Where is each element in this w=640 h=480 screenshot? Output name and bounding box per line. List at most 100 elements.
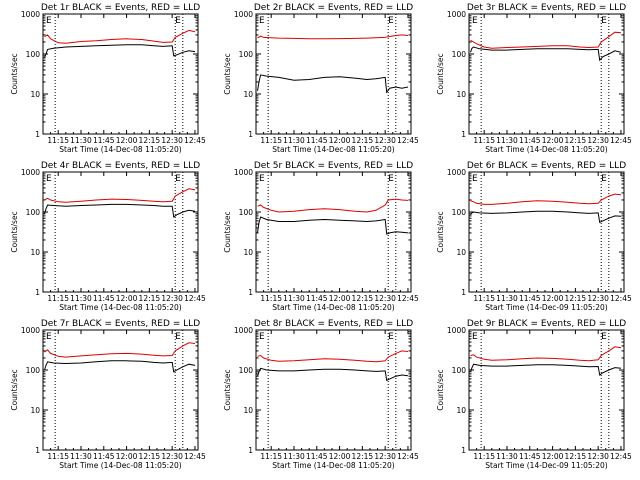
plot-frame (255, 13, 412, 135)
lld-series-line (470, 31, 622, 49)
plot-frame (468, 13, 625, 135)
x-tick-label: 12:15 (565, 136, 587, 145)
x-tick-label: 12:15 (565, 294, 587, 303)
y-tick-label: 100 (239, 366, 254, 375)
panel-title: Det 1r BLACK = Events, RED = LLD (41, 3, 200, 13)
y-tick-label: 10 (30, 90, 40, 99)
lld-series-line (257, 34, 409, 40)
x-tick-label: 12:15 (352, 452, 374, 461)
events-series-line (44, 44, 196, 59)
events-series-line (470, 210, 622, 224)
y-tick-label: 100 (452, 208, 467, 217)
x-tick-label: 12:45 (184, 136, 206, 145)
x-tick-label: 12:15 (565, 452, 587, 461)
x-tick-label: 12:30 (374, 294, 396, 303)
x-tick-label: 12:00 (116, 452, 138, 461)
y-tick-label: 10 (456, 90, 466, 99)
x-tick-label: 11:30 (496, 136, 518, 145)
start-marker-label: E (46, 174, 52, 184)
y-tick-label: 1000 (234, 326, 253, 335)
y-tick-label: 1000 (234, 10, 253, 19)
x-tick-label: 11:30 (70, 294, 92, 303)
start-marker-label: E (259, 174, 265, 184)
plot-frame (42, 13, 199, 135)
lld-series-line (470, 193, 622, 205)
x-tick-label: 12:45 (397, 136, 419, 145)
x-tick-label: 12:15 (139, 294, 161, 303)
lld-series-line (44, 29, 196, 44)
x-tick-label: 12:30 (161, 452, 183, 461)
y-tick-label: 1000 (447, 10, 466, 19)
lld-series-line (257, 350, 409, 363)
y-tick-label: 100 (239, 50, 254, 59)
x-tick-label: 12:45 (397, 294, 419, 303)
x-tick-label: 12:00 (542, 294, 564, 303)
events-series-line (44, 203, 196, 218)
x-axis-label: Start Time (14-Dec-08 11:05:20) (272, 145, 394, 154)
y-tick-label: 10 (243, 406, 253, 415)
x-tick-label: 12:00 (542, 136, 564, 145)
events-series-line (257, 367, 409, 382)
x-tick-label: 12:00 (329, 136, 351, 145)
x-tick-label: 11:30 (283, 136, 305, 145)
y-tick-label: 1 (35, 446, 40, 455)
x-tick-label: 11:15 (260, 452, 282, 461)
y-axis-label: Counts/sec (223, 211, 232, 252)
y-tick-label: 1 (35, 130, 40, 139)
start-marker-label: E (259, 16, 265, 26)
events-series-line (257, 74, 409, 94)
x-tick-label: 12:30 (374, 452, 396, 461)
x-axis-label: Start Time (14-Dec-08 11:05:20) (59, 145, 181, 154)
x-tick-label: 12:00 (116, 294, 138, 303)
events-series-line (44, 360, 196, 373)
x-tick-label: 11:15 (260, 294, 282, 303)
x-axis-label: Start Time (14-Dec-08 11:05:20) (59, 461, 181, 470)
panel-title: Det 6r BLACK = Events, RED = LLD (467, 161, 626, 171)
end-marker-label: E (175, 16, 181, 26)
x-tick-label: 11:30 (70, 136, 92, 145)
x-axis-label: Start Time (14-Dec-08 11:05:20) (272, 461, 394, 470)
y-axis-label: Counts/sec (10, 53, 19, 94)
y-tick-label: 1 (35, 288, 40, 297)
end-marker-label: E (388, 332, 394, 342)
x-tick-label: 12:30 (161, 136, 183, 145)
x-tick-label: 12:00 (329, 294, 351, 303)
y-tick-label: 100 (239, 208, 254, 217)
lld-series-line (257, 198, 409, 213)
y-tick-label: 10 (30, 248, 40, 257)
x-tick-label: 12:15 (352, 136, 374, 145)
x-tick-label: 11:45 (93, 294, 115, 303)
x-tick-label: 12:00 (329, 452, 351, 461)
panel-title: Det 3r BLACK = Events, RED = LLD (467, 3, 626, 13)
y-tick-label: 100 (452, 366, 467, 375)
x-tick-label: 11:30 (70, 452, 92, 461)
x-tick-label: 12:30 (587, 452, 609, 461)
y-tick-label: 10 (243, 248, 253, 257)
x-tick-label: 11:45 (519, 136, 541, 145)
lld-series-line (44, 342, 196, 358)
x-tick-label: 12:15 (139, 452, 161, 461)
y-tick-label: 1000 (447, 326, 466, 335)
y-tick-label: 100 (26, 50, 41, 59)
end-marker-label: E (601, 332, 607, 342)
lld-series-line (44, 188, 196, 203)
end-marker-label: E (601, 174, 607, 184)
x-tick-label: 11:15 (473, 136, 495, 145)
x-tick-label: 11:30 (496, 452, 518, 461)
panel-title: Det 7r BLACK = Events, RED = LLD (41, 319, 200, 329)
x-tick-label: 12:45 (184, 452, 206, 461)
x-axis-label: Start Time (14-Dec-09 11:05:20) (485, 303, 607, 312)
x-axis-label: Start Time (14-Dec-08 11:05:20) (272, 303, 394, 312)
x-tick-label: 11:45 (93, 452, 115, 461)
y-axis-label: Counts/sec (10, 369, 19, 410)
y-tick-label: 1000 (234, 168, 253, 177)
panel-title: Det 8r BLACK = Events, RED = LLD (254, 319, 413, 329)
x-tick-label: 12:30 (374, 136, 396, 145)
x-tick-label: 11:45 (306, 136, 328, 145)
y-tick-label: 1000 (21, 326, 40, 335)
x-tick-label: 11:15 (47, 136, 69, 145)
